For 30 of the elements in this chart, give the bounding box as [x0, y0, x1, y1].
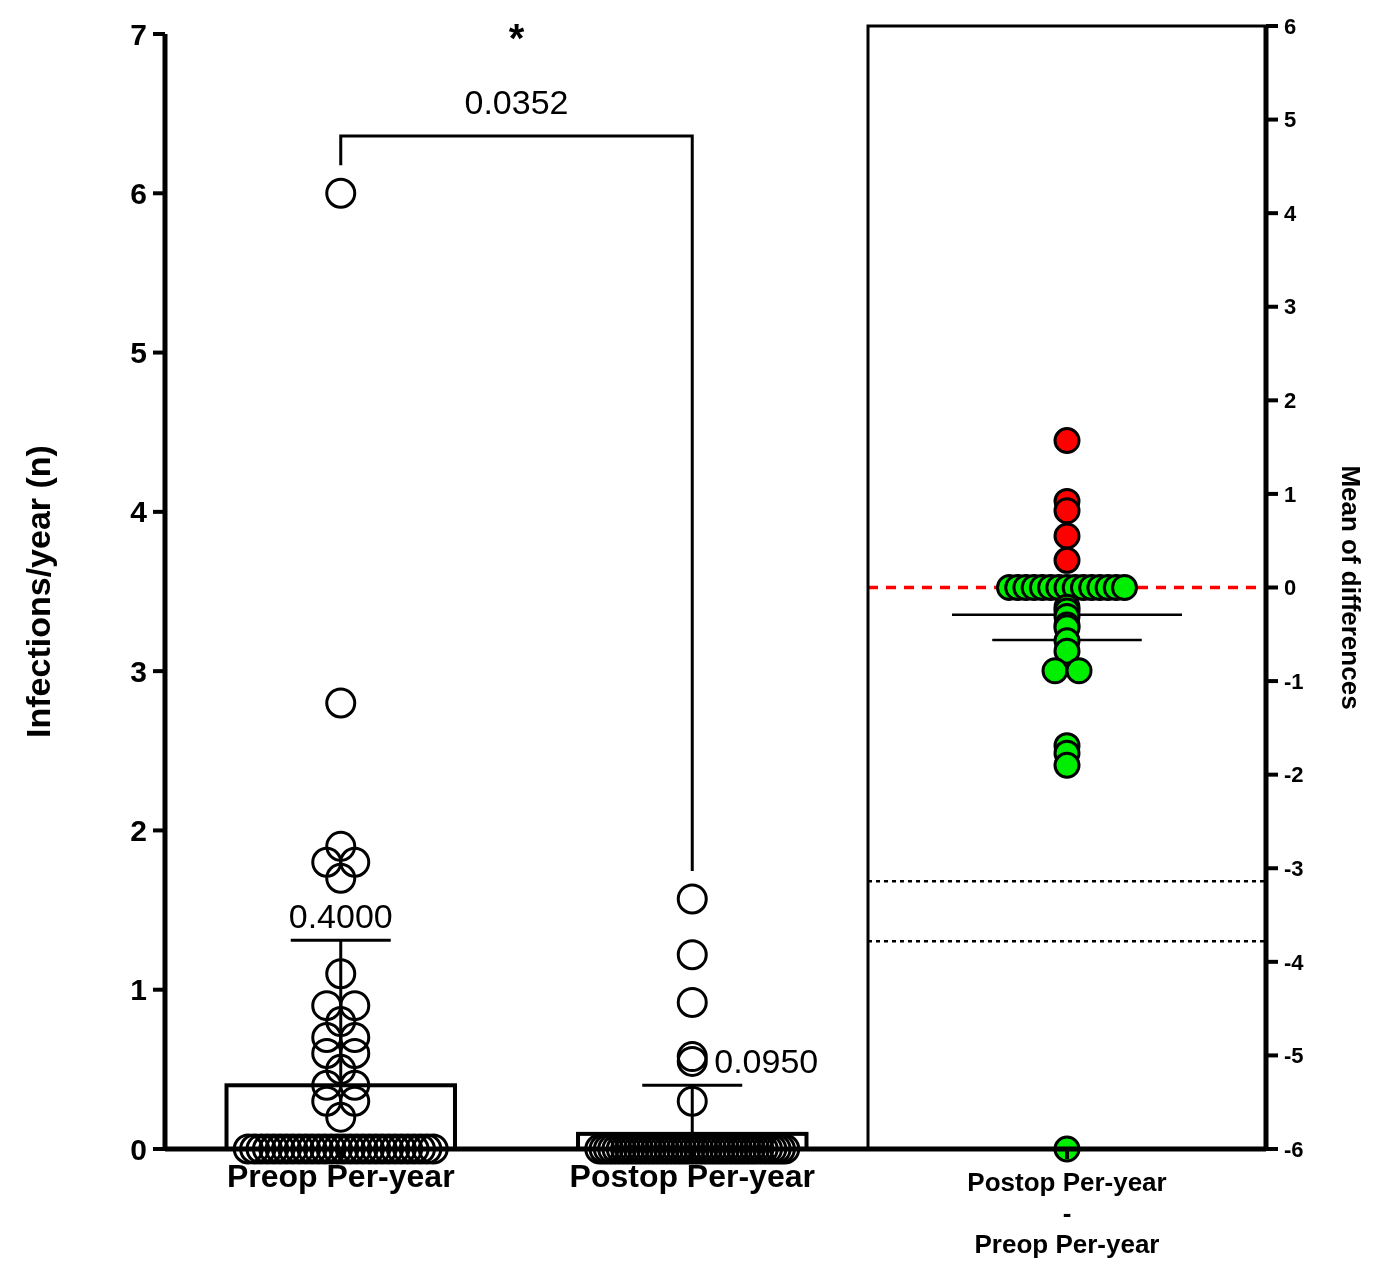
y2-axis-title: Mean of differences [1336, 465, 1366, 710]
y-tick-label: 1 [130, 973, 147, 1007]
y2-tick-label: 2 [1284, 388, 1297, 414]
y-axis-title: Infections/year (n) [19, 445, 57, 738]
y-tick-label: 0 [130, 1132, 147, 1166]
y2-tick-label: 3 [1284, 294, 1297, 320]
x-tick-label: Postop Per-year - Preop Per-year [967, 1167, 1167, 1259]
y-tick-label: 6 [130, 176, 147, 210]
annotation: * [508, 16, 525, 60]
x-tick-label: Postop Per-year [569, 1158, 815, 1194]
y2-tick-label: -5 [1284, 1043, 1304, 1069]
y-tick-label: 5 [130, 336, 147, 370]
y2-tick-label: 4 [1284, 200, 1297, 226]
y-tick-label: 2 [130, 813, 147, 847]
y2-tick-label: -6 [1284, 1136, 1304, 1162]
y2-tick-label: 0 [1284, 575, 1297, 601]
y-tick-label: 4 [130, 495, 148, 529]
y-tick-label: 3 [130, 654, 147, 688]
y2-tick-label: -3 [1284, 855, 1304, 881]
y2-tick-label: 6 [1284, 13, 1297, 39]
annotation: 0.0352 [464, 83, 569, 121]
annotation: 0.4000 [288, 897, 393, 936]
y2-tick-label: -2 [1284, 762, 1304, 788]
y2-tick-label: -1 [1284, 668, 1304, 694]
y2-tick-label: 1 [1284, 481, 1297, 507]
annotation: 0.0950 [714, 1042, 819, 1081]
y2-tick-label: -4 [1284, 949, 1305, 975]
y-tick-label: 7 [130, 17, 147, 51]
x-tick-label: Preop Per-year [226, 1158, 455, 1194]
y2-tick-label: 5 [1284, 107, 1297, 133]
